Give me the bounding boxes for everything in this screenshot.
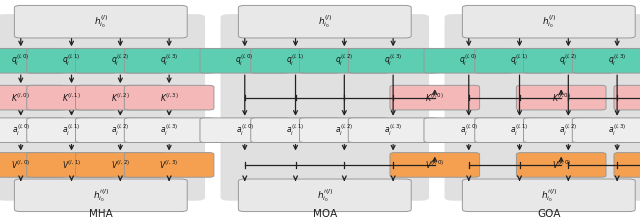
- FancyBboxPatch shape: [238, 5, 412, 38]
- FancyBboxPatch shape: [14, 5, 188, 38]
- Text: $a_i^{(l,1)}$: $a_i^{(l,1)}$: [62, 122, 81, 138]
- Text: GQA: GQA: [537, 209, 561, 217]
- Text: $K^{(l,1)}$: $K^{(l,1)}$: [62, 91, 81, 104]
- Text: $h_{i_0}^{\prime(l)}$: $h_{i_0}^{\prime(l)}$: [541, 187, 557, 204]
- FancyBboxPatch shape: [200, 118, 289, 143]
- Text: $q_i^{(l,2)}$: $q_i^{(l,2)}$: [559, 53, 578, 69]
- FancyBboxPatch shape: [348, 118, 438, 143]
- FancyBboxPatch shape: [524, 118, 613, 143]
- Text: $V^{(l,0)}$: $V^{(l,0)}$: [11, 159, 30, 171]
- FancyBboxPatch shape: [516, 85, 606, 110]
- Text: $V^{(l,3)}$: $V^{(l,3)}$: [159, 159, 179, 171]
- FancyBboxPatch shape: [76, 85, 165, 110]
- FancyBboxPatch shape: [124, 48, 214, 73]
- FancyBboxPatch shape: [124, 85, 214, 110]
- FancyBboxPatch shape: [0, 153, 65, 177]
- Text: $V^{(l,0)}$: $V^{(l,0)}$: [552, 159, 571, 171]
- Text: $h_{i_0}^{(l)}$: $h_{i_0}^{(l)}$: [93, 13, 108, 30]
- FancyBboxPatch shape: [572, 118, 640, 143]
- Text: $q_i^{(l,3)}$: $q_i^{(l,3)}$: [160, 53, 179, 69]
- FancyBboxPatch shape: [0, 48, 65, 73]
- FancyBboxPatch shape: [445, 14, 640, 201]
- Text: MHA: MHA: [89, 209, 113, 217]
- FancyBboxPatch shape: [76, 118, 165, 143]
- Text: $q_i^{(l,2)}$: $q_i^{(l,2)}$: [335, 53, 354, 69]
- FancyBboxPatch shape: [27, 153, 116, 177]
- FancyBboxPatch shape: [572, 48, 640, 73]
- FancyBboxPatch shape: [200, 48, 289, 73]
- FancyBboxPatch shape: [475, 118, 564, 143]
- Text: $a_i^{(l,1)}$: $a_i^{(l,1)}$: [510, 122, 529, 138]
- FancyBboxPatch shape: [124, 153, 214, 177]
- Text: MQA: MQA: [313, 209, 337, 217]
- Text: $a_i^{(l,3)}$: $a_i^{(l,3)}$: [608, 122, 627, 138]
- Text: $q_i^{(l,0)}$: $q_i^{(l,0)}$: [460, 53, 478, 69]
- FancyBboxPatch shape: [27, 118, 116, 143]
- FancyBboxPatch shape: [390, 85, 479, 110]
- Text: $a_i^{(l,2)}$: $a_i^{(l,2)}$: [559, 122, 577, 138]
- FancyBboxPatch shape: [238, 179, 412, 212]
- Text: $q_i^{(l,0)}$: $q_i^{(l,0)}$: [12, 53, 30, 69]
- FancyBboxPatch shape: [76, 153, 165, 177]
- Text: $a_i^{(l,3)}$: $a_i^{(l,3)}$: [384, 122, 403, 138]
- Text: $q_i^{(l,1)}$: $q_i^{(l,1)}$: [286, 53, 305, 69]
- Text: $a_i^{(l,0)}$: $a_i^{(l,0)}$: [460, 122, 478, 138]
- Text: $q_i^{(l,0)}$: $q_i^{(l,0)}$: [236, 53, 254, 69]
- Text: $a_i^{(l,3)}$: $a_i^{(l,3)}$: [160, 122, 179, 138]
- FancyBboxPatch shape: [614, 153, 640, 177]
- FancyBboxPatch shape: [462, 5, 636, 38]
- FancyBboxPatch shape: [524, 48, 613, 73]
- Text: $q_i^{(l,1)}$: $q_i^{(l,1)}$: [510, 53, 529, 69]
- Text: $K^{(l,2)}$: $K^{(l,2)}$: [111, 91, 130, 104]
- FancyBboxPatch shape: [390, 153, 479, 177]
- FancyBboxPatch shape: [348, 48, 438, 73]
- FancyBboxPatch shape: [424, 118, 513, 143]
- Text: $q_i^{(l,3)}$: $q_i^{(l,3)}$: [384, 53, 403, 69]
- FancyBboxPatch shape: [516, 153, 606, 177]
- Text: $V^{(l,1)}$: $V^{(l,1)}$: [62, 159, 81, 171]
- FancyBboxPatch shape: [300, 118, 389, 143]
- Text: $K^{(l,3)}$: $K^{(l,3)}$: [159, 91, 179, 104]
- FancyBboxPatch shape: [251, 118, 340, 143]
- Text: $h_{i_0}^{\prime(l)}$: $h_{i_0}^{\prime(l)}$: [317, 187, 333, 204]
- FancyBboxPatch shape: [462, 179, 636, 212]
- Text: $q_i^{(l,2)}$: $q_i^{(l,2)}$: [111, 53, 130, 69]
- Text: $q_i^{(l,3)}$: $q_i^{(l,3)}$: [608, 53, 627, 69]
- Text: $K^{(l,0)}$: $K^{(l,0)}$: [552, 91, 571, 104]
- Text: $a_i^{(l,0)}$: $a_i^{(l,0)}$: [12, 122, 30, 138]
- FancyBboxPatch shape: [0, 118, 65, 143]
- FancyBboxPatch shape: [300, 48, 389, 73]
- Text: $a_i^{(l,0)}$: $a_i^{(l,0)}$: [236, 122, 254, 138]
- FancyBboxPatch shape: [0, 85, 65, 110]
- Text: $h_{i_0}^{(l)}$: $h_{i_0}^{(l)}$: [317, 13, 332, 30]
- FancyBboxPatch shape: [614, 85, 640, 110]
- Text: $a_i^{(l,1)}$: $a_i^{(l,1)}$: [286, 122, 305, 138]
- FancyBboxPatch shape: [475, 48, 564, 73]
- Text: $q_i^{(l,1)}$: $q_i^{(l,1)}$: [62, 53, 81, 69]
- Text: $V^{(l,0)}$: $V^{(l,0)}$: [425, 159, 444, 171]
- Text: $h_{i_0}^{(l)}$: $h_{i_0}^{(l)}$: [541, 13, 556, 30]
- Text: $K^{(l,0)}$: $K^{(l,0)}$: [425, 91, 444, 104]
- FancyBboxPatch shape: [14, 179, 188, 212]
- FancyBboxPatch shape: [27, 48, 116, 73]
- FancyBboxPatch shape: [27, 85, 116, 110]
- Text: $h_{i_0}^{\prime(l)}$: $h_{i_0}^{\prime(l)}$: [93, 187, 109, 204]
- FancyBboxPatch shape: [0, 14, 205, 201]
- Text: $a_i^{(l,2)}$: $a_i^{(l,2)}$: [111, 122, 129, 138]
- Text: $V^{(l,2)}$: $V^{(l,2)}$: [111, 159, 130, 171]
- FancyBboxPatch shape: [424, 48, 513, 73]
- FancyBboxPatch shape: [124, 118, 214, 143]
- Text: $K^{(l,0)}$: $K^{(l,0)}$: [12, 91, 30, 104]
- Text: $a_i^{(l,2)}$: $a_i^{(l,2)}$: [335, 122, 353, 138]
- FancyBboxPatch shape: [251, 48, 340, 73]
- FancyBboxPatch shape: [221, 14, 429, 201]
- FancyBboxPatch shape: [76, 48, 165, 73]
